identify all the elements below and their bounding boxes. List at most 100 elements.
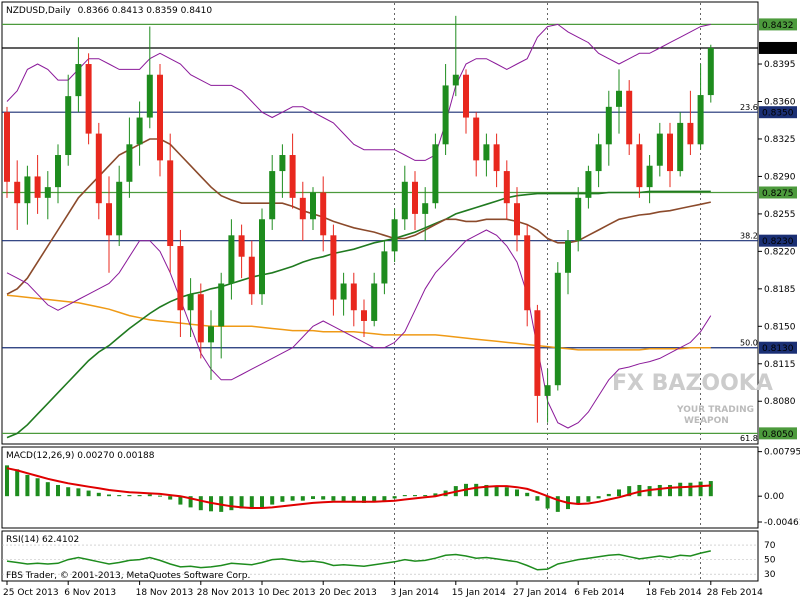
- ma-slow-line: [6, 294, 711, 351]
- macd-bar: [249, 496, 254, 510]
- price-panel: [1, 1, 759, 445]
- price-axis: 0.8395 0.8360 0.8325 0.8290 0.8255 0.8220 0.81…: [758, 18, 800, 580]
- fib-label: 23.6: [740, 103, 758, 112]
- macd-bar: [617, 489, 621, 497]
- candle-body: [340, 283, 347, 300]
- macd-bar: [107, 494, 111, 497]
- level-tag-label: 0.8410: [762, 44, 794, 54]
- candle-body: [554, 272, 561, 386]
- candle-body: [412, 181, 418, 214]
- macd-bar: [637, 484, 642, 497]
- macd-bar: [260, 496, 264, 508]
- candle-body: [442, 85, 449, 145]
- time-label: 6 Nov 2013: [64, 588, 116, 598]
- candle-body: [401, 181, 408, 220]
- candle-body: [330, 235, 337, 300]
- candle-body: [116, 181, 123, 236]
- watermark-brand: FX BAZOOKA: [612, 371, 773, 396]
- candle-body: [146, 74, 153, 118]
- time-label: 18 Nov 2013: [136, 588, 194, 598]
- rsi-axis-label: 70: [764, 541, 776, 551]
- axis-label: 0.8220: [764, 247, 796, 257]
- candle-body: [75, 64, 82, 97]
- time-label: 3 Jan 2014: [391, 588, 439, 598]
- axis-label: 0.8185: [764, 285, 796, 295]
- level-tag-label: 0.8130: [762, 344, 794, 354]
- macd-bar: [331, 496, 336, 501]
- candle-body: [391, 219, 398, 252]
- level-tag: [759, 186, 797, 199]
- rsi-line: [6, 550, 711, 571]
- level-tag: [759, 341, 797, 354]
- macd-bar: [351, 496, 356, 502]
- time-label: 6 Feb 2014: [574, 588, 625, 598]
- macd-bar: [657, 484, 662, 497]
- fib-label: 50.0: [740, 339, 758, 348]
- level-tag-label: 0.8050: [762, 430, 794, 440]
- axis-label: 0.8395: [764, 60, 796, 70]
- macd-bar: [178, 496, 183, 505]
- macd-bar: [688, 482, 693, 497]
- time-label: 27 Jan 2014: [513, 588, 567, 598]
- macd-bar: [525, 492, 530, 497]
- macd-bar: [147, 494, 152, 497]
- candle-body: [126, 144, 133, 182]
- candle-body: [289, 155, 296, 198]
- candle-body: [350, 283, 357, 311]
- ma-mid-line: [6, 190, 711, 439]
- macd-bar: [341, 496, 346, 502]
- macd-bar: [280, 496, 285, 502]
- candle-body: [177, 246, 184, 311]
- level-tag: [759, 18, 797, 31]
- candle-body: [44, 187, 51, 198]
- macd-bar: [413, 495, 417, 497]
- candle-body: [157, 74, 163, 161]
- macd-bar: [708, 481, 713, 497]
- candle-body: [595, 144, 602, 172]
- macd-bar: [423, 495, 428, 497]
- candle-body: [473, 117, 480, 161]
- candle-body: [24, 176, 31, 204]
- candle-body: [667, 133, 673, 172]
- time-label: 28 Nov 2013: [197, 588, 255, 598]
- macd-series: [5, 465, 713, 512]
- candle-body: [34, 176, 41, 198]
- rsi-axis-label: 30: [764, 570, 776, 580]
- candle-body: [544, 385, 551, 396]
- level-tag-label: 0.8230: [762, 237, 794, 247]
- rsi-series: [2, 544, 758, 575]
- candle-body: [55, 155, 61, 188]
- level-tag-label: 0.8275: [762, 189, 794, 199]
- candle-body: [381, 251, 388, 284]
- level-tag: [759, 234, 797, 247]
- macd-bar: [678, 482, 683, 497]
- macd-bar: [606, 493, 611, 497]
- macd-panel: [1, 446, 759, 529]
- macd-bar: [35, 478, 40, 497]
- candle-body: [656, 133, 663, 166]
- level-tag: [759, 41, 797, 54]
- macd-axis-label: 0.00795: [764, 448, 800, 458]
- candle-body: [707, 47, 714, 96]
- macd-bar: [596, 496, 601, 499]
- band-lower-line: [6, 229, 712, 429]
- watermark-tagline-1: YOUR TRADING: [676, 405, 754, 415]
- macd-bar: [198, 496, 203, 511]
- candle-body: [310, 192, 316, 220]
- candle-body: [136, 117, 143, 145]
- candle-body: [534, 310, 541, 396]
- candle-body: [248, 256, 255, 295]
- symbol-title: NZDUSD,Daily: [6, 6, 71, 16]
- candle-body: [238, 235, 245, 257]
- candle-body: [95, 133, 102, 204]
- time-label: 18 Feb 2014: [646, 588, 702, 598]
- candle-body: [697, 95, 704, 145]
- candle-body: [565, 240, 571, 273]
- candle-body: [167, 160, 174, 247]
- candle-body: [503, 171, 510, 204]
- rsi-panel: [1, 530, 759, 582]
- macd-bar: [474, 483, 479, 497]
- price-levels: 23.6 38.2 50.0 61.8: [2, 23, 758, 443]
- macd-bar: [382, 496, 387, 501]
- macd-bar: [627, 486, 632, 497]
